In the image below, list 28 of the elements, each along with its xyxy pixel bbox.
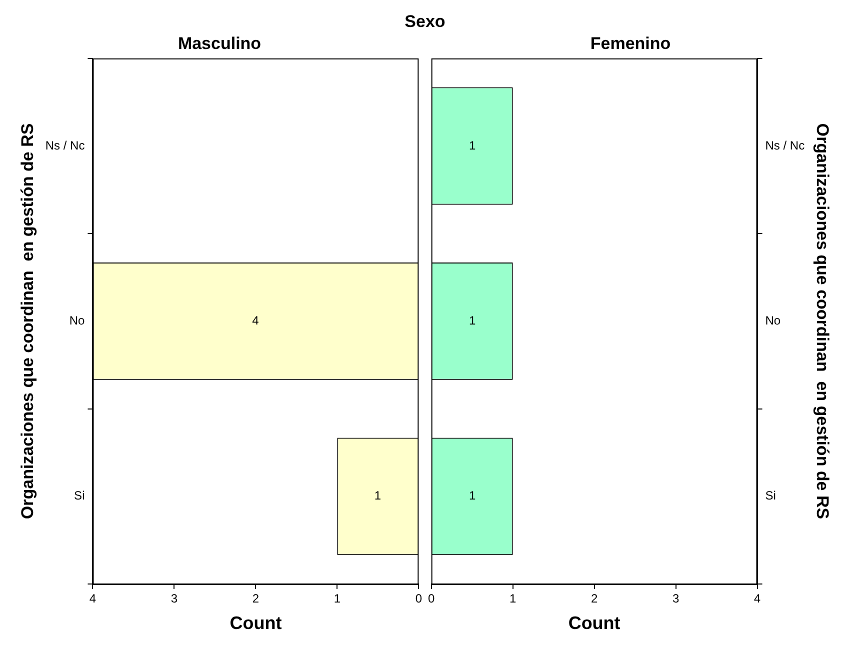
x-tick-label: 1 <box>509 592 516 606</box>
x-tick-label: 4 <box>89 592 96 606</box>
x-tick-label: 2 <box>590 592 598 606</box>
x-tick-label: 0 <box>428 592 435 606</box>
y-tick-label: Si <box>74 488 85 503</box>
y-tick-label: Ns / Nc <box>765 138 805 152</box>
data-label: 4 <box>252 314 260 328</box>
y-tick-label: No <box>765 314 781 328</box>
data-label: 1 <box>468 488 476 503</box>
y-tick-label: Si <box>765 488 776 503</box>
x-tick-label: 4 <box>754 592 761 606</box>
x-tick-label: 1 <box>334 592 341 606</box>
text: Sexo <box>404 11 446 33</box>
data-label: 1 <box>468 138 476 152</box>
x-axis-title: Count <box>230 613 282 634</box>
x-tick-label: 0 <box>415 592 422 606</box>
data-label: 1 <box>374 488 382 503</box>
y-tick-label: Ns / Nc <box>45 138 85 152</box>
x-tick-label: 3 <box>672 592 680 606</box>
y-axis-title: Organizaciones que coordinan en gestión de RS <box>18 123 37 520</box>
chart-title: Masculino <box>178 34 262 53</box>
x-axis-title: Count <box>568 613 620 634</box>
x-tick-label: 3 <box>170 592 178 606</box>
data-label: 1 <box>468 314 476 328</box>
x-tick-label: 2 <box>252 592 260 606</box>
chart-title: Femenino <box>590 34 671 53</box>
y-tick-label: No <box>69 314 86 328</box>
y-axis-title: Organizaciones que coordinan en gestión de RS <box>813 123 832 520</box>
